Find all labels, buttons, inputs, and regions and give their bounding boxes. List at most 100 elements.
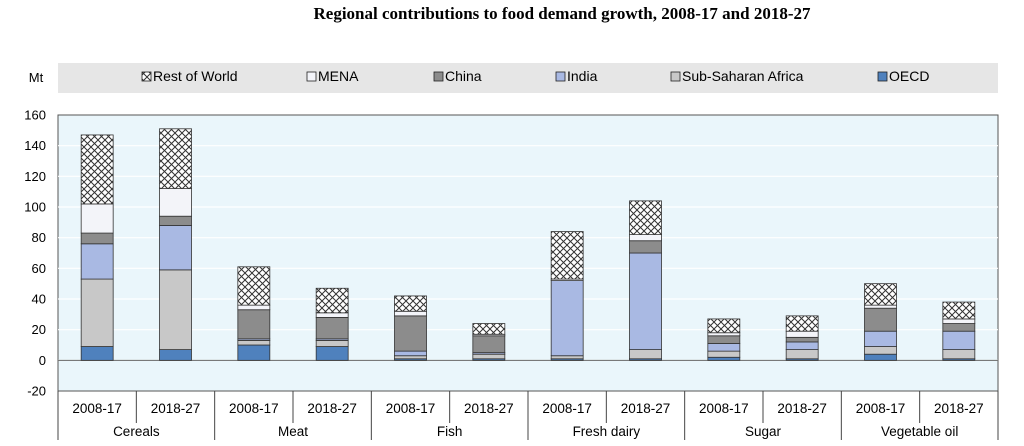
bar-segment-mena [629, 234, 662, 242]
bar-segment-china [315, 316, 349, 340]
legend-label: MENA [318, 68, 359, 84]
bar-segment-rest-of-world [80, 134, 114, 205]
bar-segment-mena [864, 304, 897, 309]
bar-segment-oecd [315, 346, 349, 361]
bar-segment-rest-of-world [785, 315, 819, 332]
x-group-label: Fresh dairy [573, 424, 641, 439]
bar-segment-sub-saharan-africa [80, 278, 114, 347]
legend-swatch [555, 71, 566, 82]
legend-background [58, 63, 998, 93]
y-tick-label: 20 [32, 322, 46, 337]
bar-segment-rest-of-world [159, 128, 192, 190]
bar-segment-rest-of-world [707, 318, 741, 334]
bar-segment-rest-of-world [472, 323, 506, 335]
y-tick-label: 160 [24, 108, 46, 123]
legend-swatch [877, 71, 888, 82]
bar-segment-china [707, 335, 741, 344]
y-tick-label: 140 [24, 138, 46, 153]
bar-segment-china [785, 336, 819, 343]
x-group-label: Vegetable oil [881, 424, 958, 439]
bar-segment-mena [707, 332, 741, 337]
bar-segment-rest-of-world [629, 200, 662, 236]
bar-segment-oecd [707, 356, 741, 361]
bar-segment-india [159, 224, 192, 271]
bar-segment-mena [80, 203, 114, 234]
x-axis: 2008-17 2018-27 2008-17 2018-27 2008-17 2018-… [57, 391, 999, 440]
x-tick-label: 2008-17 [856, 401, 906, 416]
bar-segment-rest-of-world [315, 287, 349, 314]
bar-segment-india [80, 243, 114, 280]
legend-label: India [567, 68, 598, 84]
plot-area [57, 114, 999, 392]
bar-segment-sub-saharan-africa [550, 355, 584, 360]
bar-segment-mena [315, 312, 349, 318]
bar-segment-sub-saharan-africa [629, 349, 662, 360]
legend-label: Sub-Saharan Africa [682, 68, 804, 84]
y-tick-label: 60 [32, 261, 46, 276]
x-tick-label: 2018-27 [464, 401, 514, 416]
x-tick-label: 2018-27 [151, 401, 201, 416]
x-tick-label: 2018-27 [621, 401, 671, 416]
bar-segment-oecd [80, 346, 114, 361]
bar-segment-rest-of-world [394, 295, 427, 312]
bar-segment-mena [394, 310, 427, 317]
bar-segment-china [80, 232, 114, 245]
bar-segment-oecd [237, 344, 271, 361]
y-axis-ticks: -20 0 20 40 60 80 100 120 140 160 [24, 108, 46, 399]
x-tick-label: 2008-17 [72, 401, 122, 416]
bar-segment-china [472, 335, 506, 354]
bar-segment-india [707, 343, 741, 352]
y-tick-label: 100 [24, 200, 46, 215]
bar-segment-oecd [864, 353, 897, 361]
bar-segment-china [394, 315, 427, 352]
y-tick-label: 0 [39, 353, 46, 368]
bar-segment-china [864, 307, 897, 332]
legend-label: China [445, 68, 482, 84]
bar-segment-india [394, 350, 427, 357]
x-tick-label: 2018-27 [777, 401, 827, 416]
legend-swatch [141, 71, 152, 82]
legend-swatch [306, 71, 317, 82]
legend-label: Rest of World [153, 68, 238, 84]
bar-segment-mena [237, 304, 271, 311]
legend-swatch [433, 71, 444, 82]
y-tick-label: 80 [32, 230, 46, 245]
legend-swatch [670, 71, 681, 82]
gridlines [58, 145, 998, 361]
bar-segment-rest-of-world [550, 231, 584, 280]
bar-segment-mena [159, 188, 192, 217]
y-tick-label: 40 [32, 292, 46, 307]
bar-segment-india [785, 341, 819, 350]
bar-segment-india [942, 330, 976, 351]
bar-segment-china [159, 215, 192, 226]
bar-segment-sub-saharan-africa [785, 349, 819, 360]
bar-segment-mena [785, 330, 819, 338]
x-group-label: Cereals [113, 424, 160, 439]
y-tick-label: 120 [24, 169, 46, 184]
legend: Rest of World MENA China India Sub-Saharan A… [141, 68, 929, 84]
bar-segment-sub-saharan-africa [315, 339, 349, 347]
x-tick-label: 2018-27 [307, 401, 357, 416]
bar-segment-rest-of-world [942, 301, 976, 320]
bar-segment-sub-saharan-africa [394, 355, 427, 360]
y-axis-unit-label: Mt [29, 70, 44, 85]
bar-segment-china [237, 309, 271, 340]
y-tick-label: -20 [27, 384, 46, 399]
bar-segment-sub-saharan-africa [942, 349, 976, 360]
x-tick-label: 2008-17 [386, 401, 436, 416]
bar-segment-india [864, 330, 897, 347]
x-group-label: Sugar [745, 424, 782, 439]
bar-segment-sub-saharan-africa [707, 350, 741, 358]
x-tick-label: 2008-17 [229, 401, 279, 416]
x-tick-label: 2018-27 [934, 401, 984, 416]
bar-segment-sub-saharan-africa [864, 346, 897, 355]
bar-segment-rest-of-world [864, 283, 897, 306]
bar-segment-oecd [159, 349, 192, 361]
bar-segment-sub-saharan-africa [237, 339, 271, 346]
x-group-label: Meat [278, 424, 308, 439]
bar-segment-india [629, 252, 662, 350]
bar-segment-china [629, 240, 662, 254]
bar-segment-india [550, 280, 584, 357]
chart-title: Regional contributions to food demand gr… [313, 4, 811, 23]
bar-segment-mena [942, 318, 976, 324]
